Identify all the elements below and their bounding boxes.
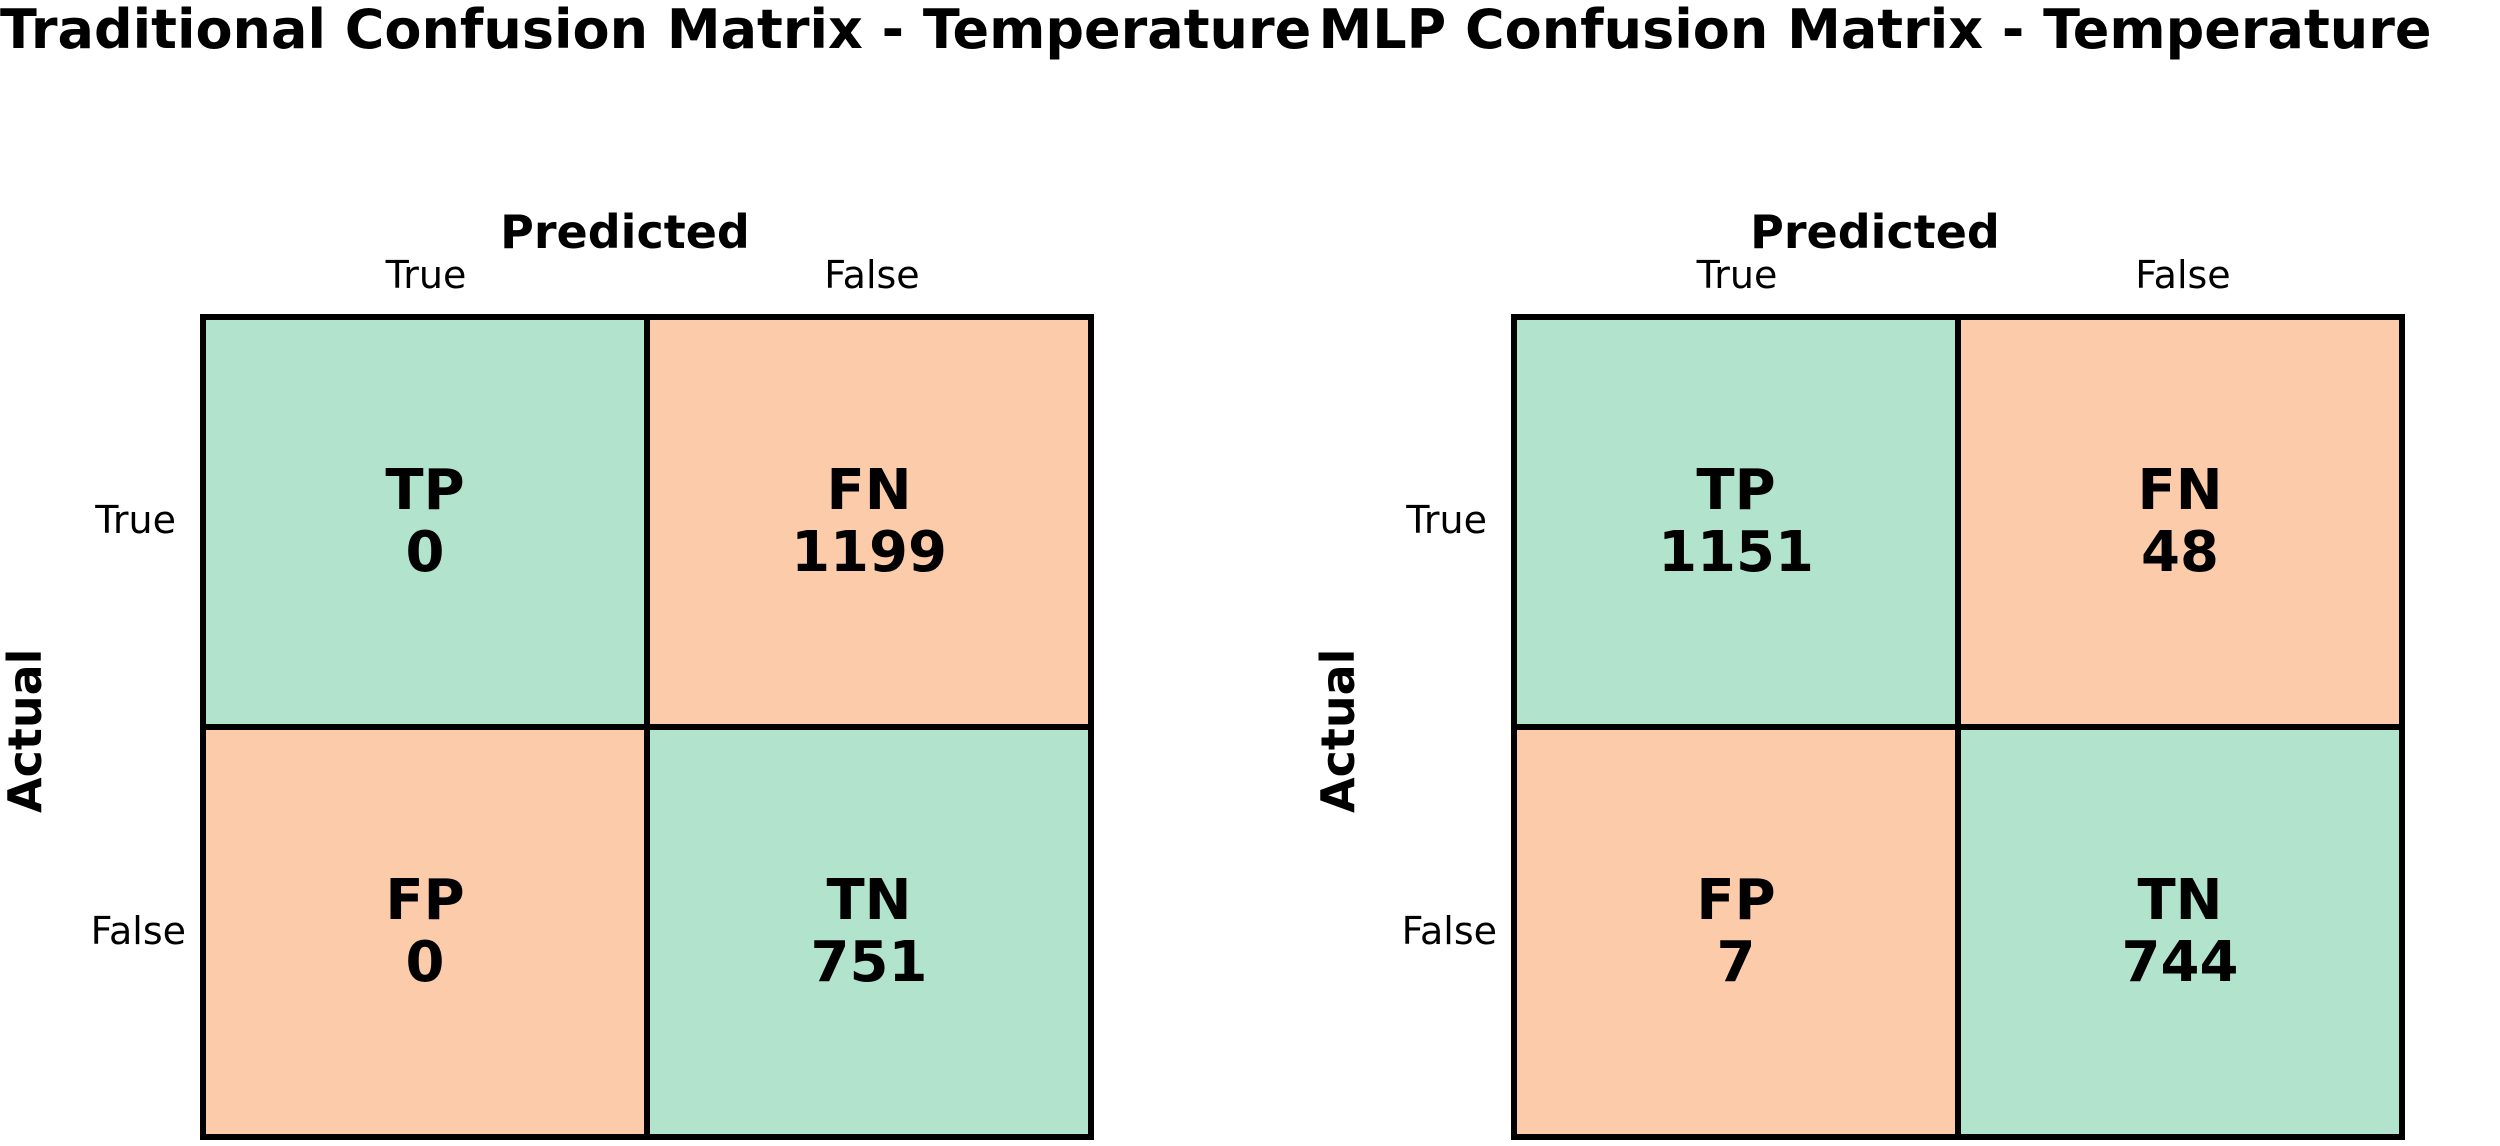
y-axis-label: Actual [0, 648, 52, 813]
cell-false-negative: FN 48 [1955, 314, 2405, 730]
cell-true-negative: TN 744 [1955, 724, 2405, 1140]
cell-value: 751 [810, 930, 928, 995]
y-axis-label: Actual [1311, 648, 1365, 813]
x-tick-label: True [1696, 253, 1778, 297]
cell-label: TP [385, 458, 465, 523]
cell-true-positive: TP 0 [200, 314, 650, 730]
cell-value: 1151 [1658, 520, 1814, 585]
y-tick-label: True [1406, 498, 1487, 542]
x-tick-label: True [385, 253, 467, 297]
cell-label: FN [2137, 458, 2223, 523]
cell-false-positive: FP 7 [1511, 724, 1961, 1140]
matrix-grid: TP 1151 FN 48 FP 7 TN 744 [1511, 314, 2405, 1140]
chart-title: Traditional Confusion Matrix - Temperatu… [0, 0, 1312, 61]
y-tick-label: False [1401, 909, 1497, 953]
cell-label: TN [2137, 868, 2223, 933]
cell-value: 7 [1716, 930, 1756, 995]
x-tick-label: False [824, 253, 920, 297]
y-tick-label: True [95, 498, 176, 542]
x-axis-label: Predicted [500, 205, 750, 259]
cell-value: 0 [405, 520, 445, 585]
y-tick-label: False [90, 909, 186, 953]
chart-title: MLP Confusion Matrix - Temperature [1318, 0, 2432, 61]
traditional-confusion-matrix-panel: Traditional Confusion Matrix - Temperatu… [0, 0, 1312, 1140]
cell-false-positive: FP 0 [200, 724, 650, 1140]
cell-label: FP [385, 868, 465, 933]
cell-false-negative: FN 1199 [644, 314, 1094, 730]
cell-value: 744 [2121, 930, 2239, 995]
cell-true-negative: TN 751 [644, 724, 1094, 1140]
cell-true-positive: TP 1151 [1511, 314, 1961, 730]
mlp-confusion-matrix-panel: MLP Confusion Matrix - Temperature Predi… [1250, 0, 2500, 1146]
x-axis-label: Predicted [1750, 205, 2000, 259]
cell-label: FN [826, 458, 912, 523]
cell-label: TP [1696, 458, 1776, 523]
x-tick-label: False [2135, 253, 2231, 297]
matrix-grid: TP 0 FN 1199 FP 0 TN 751 [200, 314, 1094, 1140]
cell-value: 1199 [791, 520, 947, 585]
cell-label: TN [826, 868, 912, 933]
cell-value: 0 [405, 930, 445, 995]
cell-value: 48 [2141, 520, 2219, 585]
cell-label: FP [1696, 868, 1776, 933]
